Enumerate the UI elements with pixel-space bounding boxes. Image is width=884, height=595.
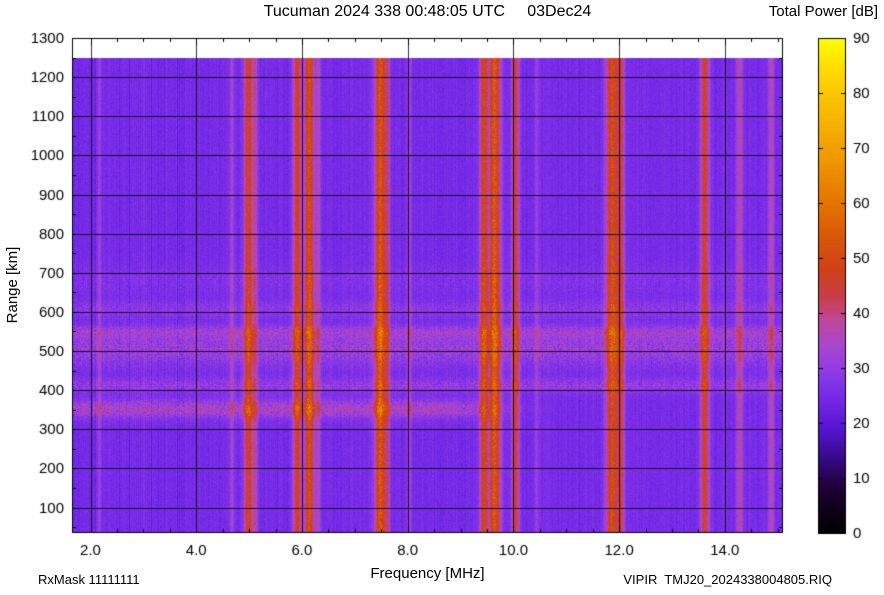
filename-label: VIPIR TMJ20_2024338004805.RIQ	[623, 572, 832, 587]
y-axis-label: Range [km]	[4, 246, 21, 324]
x-axis-label: Frequency [MHz]	[370, 565, 485, 582]
colorbar-title: Total Power [dB]	[768, 3, 878, 20]
rxmask-label: RxMask 11111111	[38, 572, 140, 587]
chart-title: Tucuman 2024 338 00:48:05 UTC 03Dec24	[263, 3, 592, 20]
